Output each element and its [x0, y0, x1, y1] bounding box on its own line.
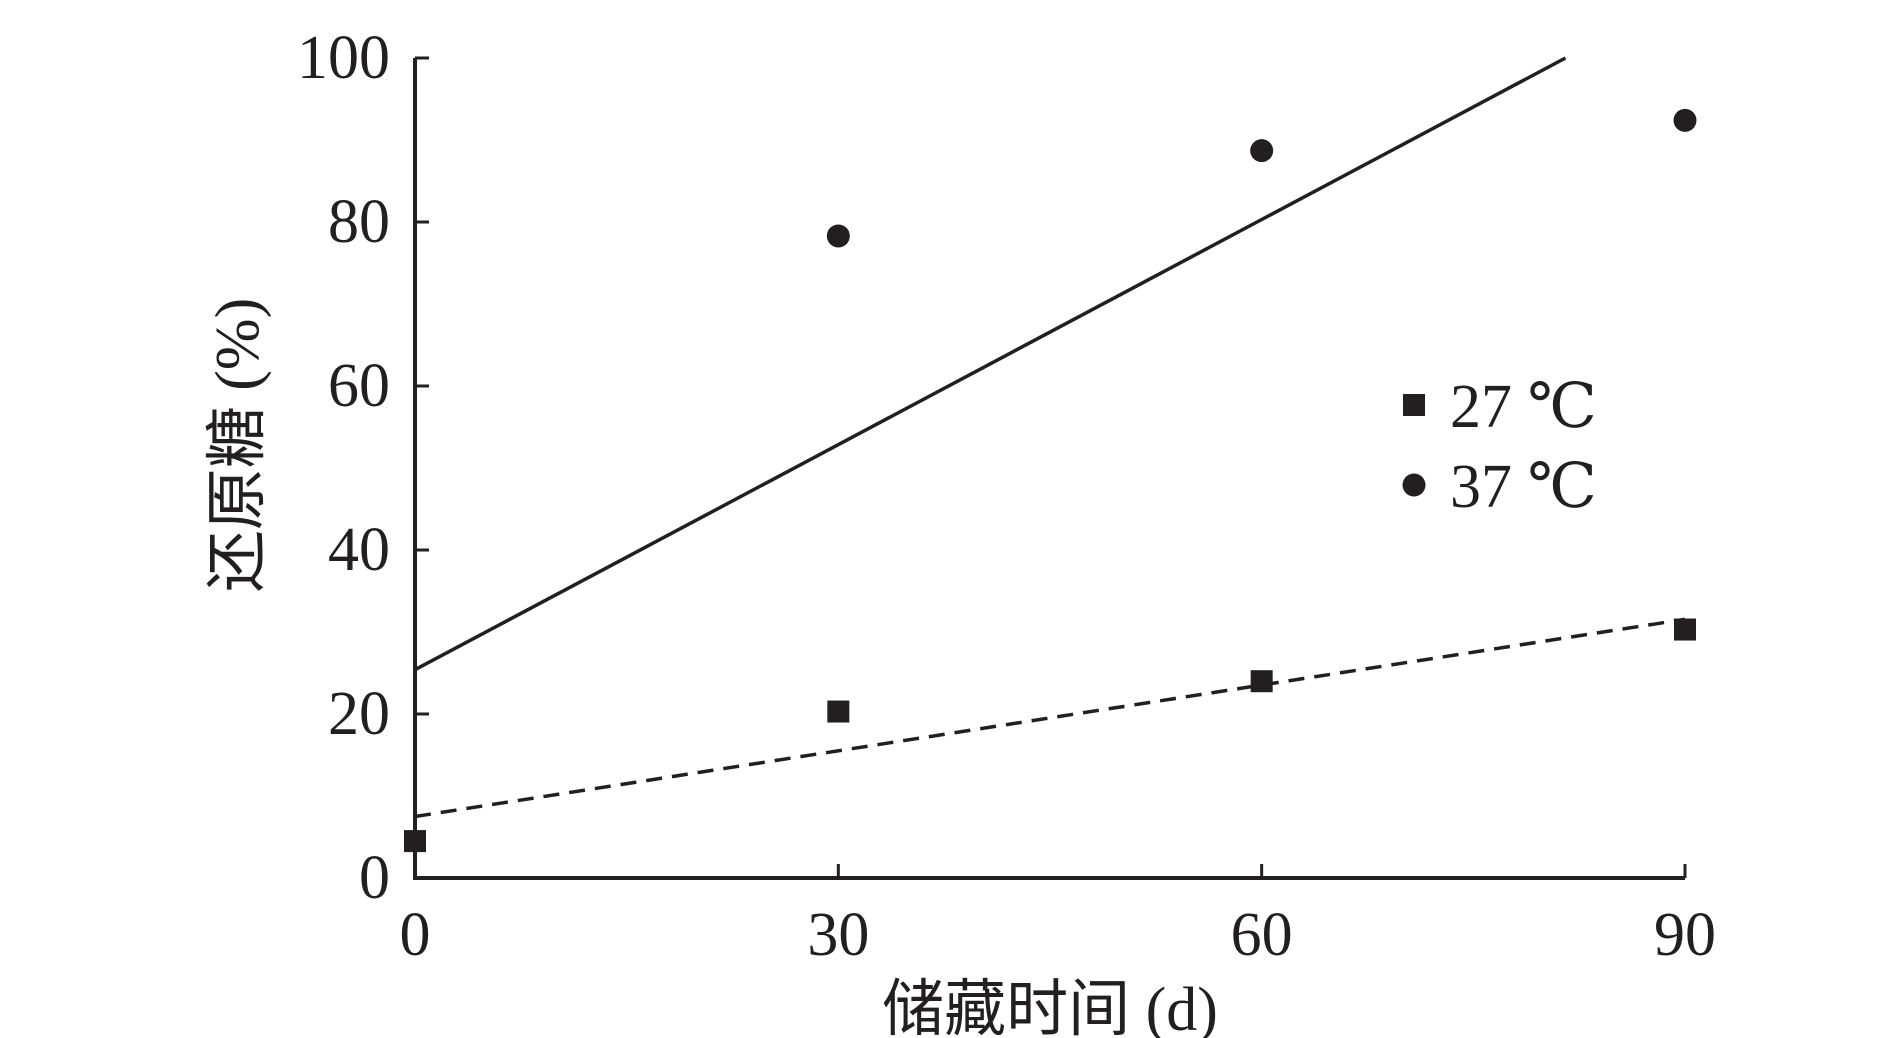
x-tick-label: 30	[807, 901, 869, 969]
y-tick-label: 100	[297, 24, 390, 92]
x-ticks: 0 30 60 90	[400, 864, 1716, 969]
data-point-square	[404, 830, 426, 853]
data-point-square	[1250, 670, 1273, 693]
trendline-series-2	[414, 56, 1567, 672]
trendline-series-1	[414, 617, 1686, 819]
legend-marker-square	[1403, 394, 1425, 416]
y-tick-label: 20	[328, 680, 390, 748]
data-point-square	[1674, 618, 1696, 641]
x-tick-label: 60	[1231, 901, 1293, 969]
y-tick-label: 60	[328, 352, 390, 420]
legend: 27 ℃ 37 ℃	[1402, 373, 1597, 521]
data-point-circle	[826, 224, 850, 248]
data-points	[404, 108, 1697, 853]
y-ticks: 0 20 40 60 80 100	[297, 24, 429, 912]
data-point-circle	[1250, 139, 1274, 163]
x-tick-label: 90	[1654, 901, 1716, 969]
trendlines	[414, 56, 1686, 819]
x-axis-title: 储藏时间 (d)	[882, 976, 1218, 1038]
data-point-circle	[1673, 108, 1697, 132]
legend-label: 27 ℃	[1450, 373, 1597, 441]
data-point-square	[827, 700, 850, 723]
legend-label: 37 ℃	[1450, 453, 1597, 521]
y-tick-label: 0	[359, 844, 390, 912]
x-tick-label: 0	[400, 901, 431, 969]
y-tick-label: 80	[328, 188, 390, 256]
y-tick-label: 40	[328, 516, 390, 584]
y-axis-title: 还原糖 (%)	[204, 298, 272, 592]
legend-marker-circle	[1402, 473, 1426, 497]
